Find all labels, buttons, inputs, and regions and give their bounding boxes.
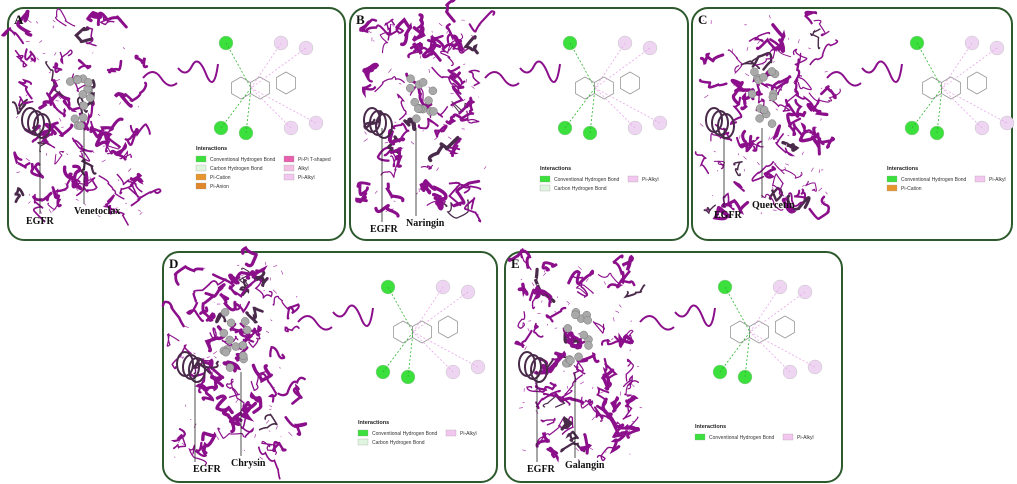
legend-label: Pi-Cation bbox=[901, 186, 922, 192]
legend-title: Interactions bbox=[887, 166, 918, 172]
figure: A EGFR Venetoclax Interactions Conventional … bbox=[0, 0, 1017, 484]
legend-label: Pi-Alkyl bbox=[797, 435, 814, 441]
legend-swatch bbox=[446, 430, 456, 436]
ligand-label: Venetoclax bbox=[74, 206, 120, 217]
legend-label: Alkyl bbox=[298, 166, 309, 172]
legend-title: Interactions bbox=[540, 166, 571, 172]
legend-swatch bbox=[540, 176, 550, 182]
legend-label: Conventional Hydrogen Bond bbox=[901, 177, 967, 183]
ligand-label: Galangin bbox=[565, 460, 605, 471]
legend-label: Pi-Cation bbox=[210, 175, 231, 181]
protein-label: EGFR bbox=[26, 216, 55, 227]
legend-swatch bbox=[284, 165, 294, 171]
panel-letter: E bbox=[511, 256, 520, 271]
legend-label: Pi-Anion bbox=[210, 184, 229, 190]
panel: E EGFR Galangin Interactions Conventional Hy… bbox=[505, 248, 842, 482]
legend-label: Pi-Alkyl bbox=[460, 431, 477, 437]
protein-label: EGFR bbox=[370, 224, 399, 235]
legend-swatch bbox=[887, 176, 897, 182]
legend-swatch bbox=[196, 183, 206, 189]
legend-swatch bbox=[628, 176, 638, 182]
legend-swatch bbox=[975, 176, 985, 182]
legend-swatch bbox=[783, 434, 793, 440]
legend-label: Carbon Hydrogen Bond bbox=[372, 440, 425, 446]
panel-letter: C bbox=[698, 12, 707, 27]
legend-swatch bbox=[196, 165, 206, 171]
legend-label: Carbon Hydrogen Bond bbox=[210, 166, 263, 172]
legend-label: Pi-Alkyl bbox=[642, 177, 659, 183]
legend-swatch bbox=[196, 156, 206, 162]
protein-label: EGFR bbox=[527, 464, 556, 475]
panel: A EGFR Venetoclax Interactions Conventional … bbox=[2, 8, 345, 240]
legend-label: Pi-Pi T-shaped bbox=[298, 157, 331, 163]
legend-swatch bbox=[358, 430, 368, 436]
panel-letter: A bbox=[14, 12, 24, 27]
legend-title: Interactions bbox=[196, 146, 227, 152]
panel-letter: D bbox=[169, 256, 178, 271]
legend-title: Interactions bbox=[695, 424, 726, 430]
legend-label: Pi-Alkyl bbox=[298, 175, 315, 181]
legend-swatch bbox=[695, 434, 705, 440]
legend-swatch bbox=[284, 174, 294, 180]
ligand-label: Quercetin bbox=[752, 200, 795, 211]
panel-letter: B bbox=[356, 12, 365, 27]
legend-swatch bbox=[887, 185, 897, 191]
panel: D EGFR Chrysin Interactions Conventional Hyd… bbox=[163, 248, 497, 482]
legend-label: Conventional Hydrogen Bond bbox=[554, 177, 620, 183]
legend-label: Conventional Hydrogen Bond bbox=[709, 435, 775, 441]
panel-frame bbox=[692, 8, 1012, 240]
legend-swatch bbox=[358, 439, 368, 445]
legend-swatch bbox=[196, 174, 206, 180]
ligand-label: Chrysin bbox=[231, 458, 266, 469]
legend-swatch bbox=[540, 185, 550, 191]
panel: B EGFR Naringin Interactions Conventional Hy… bbox=[350, 0, 688, 240]
protein-label: EGFR bbox=[193, 464, 222, 475]
panel: C EGFR Quercetin Interactions Conventional H… bbox=[692, 8, 1014, 240]
legend-label: Pi-Alkyl bbox=[989, 177, 1006, 183]
legend-label: Carbon Hydrogen Bond bbox=[554, 186, 607, 192]
legend-swatch bbox=[284, 156, 294, 162]
legend-title: Interactions bbox=[358, 420, 389, 426]
protein-label: EGFR bbox=[714, 210, 743, 221]
legend-label: Conventional Hydrogen Bond bbox=[210, 157, 276, 163]
ligand-label: Naringin bbox=[406, 218, 445, 229]
legend-label: Conventional Hydrogen Bond bbox=[372, 431, 438, 437]
